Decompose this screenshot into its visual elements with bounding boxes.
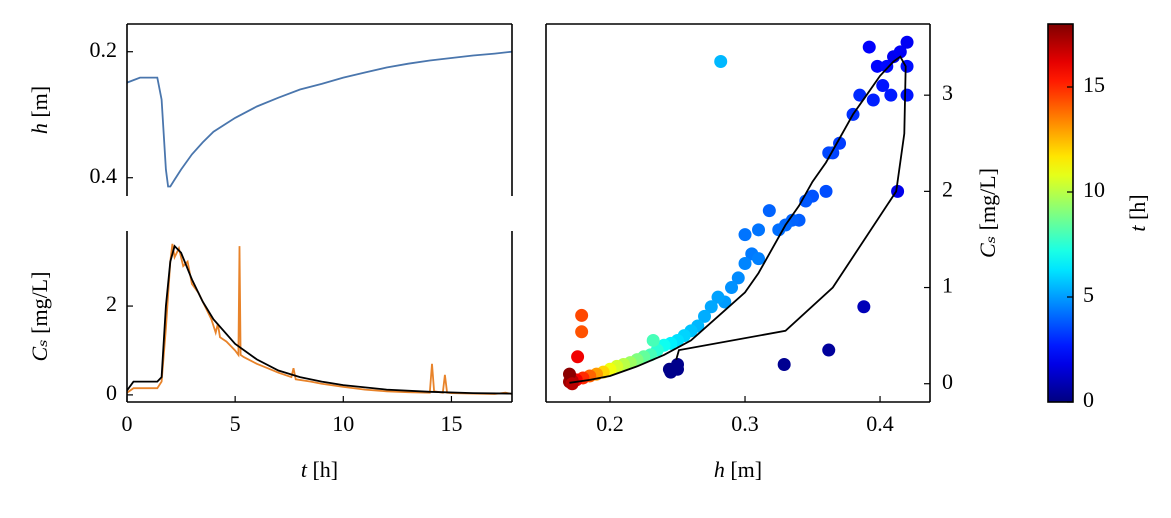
scatter-point bbox=[738, 256, 752, 270]
y-tick-label: 0 bbox=[106, 380, 117, 405]
scatter-point bbox=[833, 136, 847, 150]
y-tick-label: 3 bbox=[942, 80, 953, 105]
scatter-point bbox=[704, 300, 718, 314]
line bbox=[127, 50, 512, 188]
scatter-point bbox=[876, 79, 890, 93]
scatter-point bbox=[575, 325, 589, 339]
colorbar-tick-label: 15 bbox=[1083, 72, 1105, 97]
scatter-point bbox=[870, 59, 884, 73]
scatter-point bbox=[575, 308, 589, 322]
scatter-point bbox=[762, 204, 776, 218]
scatter-point bbox=[862, 40, 876, 54]
line bbox=[127, 243, 512, 395]
scatter-point bbox=[880, 59, 894, 73]
scatter-point bbox=[731, 271, 745, 285]
scatter-point bbox=[646, 333, 660, 347]
y-axis-label: Cₛ [mg/L] bbox=[27, 272, 52, 362]
scatter-point bbox=[752, 223, 766, 237]
y-axis-label: h [m] bbox=[27, 86, 52, 134]
scatter-point bbox=[714, 55, 728, 69]
scatter-point bbox=[900, 35, 914, 49]
x-tick-label: 0.2 bbox=[596, 411, 624, 436]
x-axis-label: t [h] bbox=[301, 457, 338, 482]
x-tick-label: 5 bbox=[230, 411, 241, 436]
panel: 0.2 0.4 h [m] bbox=[27, 23, 513, 196]
y-tick-label: 2 bbox=[106, 291, 117, 316]
line bbox=[127, 244, 512, 395]
scatter-point bbox=[772, 223, 786, 237]
scatter-point bbox=[822, 146, 836, 160]
x-tick-label: 0.3 bbox=[731, 411, 759, 436]
colorbar-label: t [h] bbox=[1125, 194, 1150, 231]
x-tick-label: 15 bbox=[440, 411, 462, 436]
scatter-point bbox=[725, 281, 739, 295]
colorbar-tick-label: 10 bbox=[1083, 177, 1105, 202]
panel: 0 2 0 5 10 15 t [h] Cₛ [mg/L] bbox=[27, 231, 513, 482]
scatter-point bbox=[822, 343, 836, 357]
y-axis-label: Cₛ [mg/L] bbox=[975, 168, 1000, 258]
scatter-point bbox=[866, 93, 880, 107]
scatter-point bbox=[711, 290, 725, 304]
y-tick-label: 0.2 bbox=[90, 37, 118, 62]
x-tick-label: 0.4 bbox=[866, 411, 894, 436]
scatter-point bbox=[884, 88, 898, 102]
scatter-point bbox=[857, 300, 871, 314]
scatter-point bbox=[671, 357, 685, 371]
scatter-point bbox=[819, 184, 833, 198]
colorbar-tick-label: 0 bbox=[1083, 387, 1094, 412]
y-tick-label: 2 bbox=[942, 176, 953, 201]
y-tick-label: 1 bbox=[942, 273, 953, 298]
scatter-point bbox=[893, 45, 907, 59]
x-axis-label: h [m] bbox=[714, 457, 762, 482]
colorbar-tick-label: 5 bbox=[1083, 282, 1094, 307]
x-tick-label: 10 bbox=[332, 411, 354, 436]
scatter-point bbox=[571, 350, 585, 364]
line bbox=[569, 55, 907, 384]
scatter-point bbox=[565, 377, 579, 391]
scatter-point bbox=[738, 228, 752, 242]
panel: 0 1 2 3 0.2 0.3 0.4 h [m] Cₛ [mg/L] 0 5 10 15 t [h] bbox=[545, 23, 1150, 482]
y-tick-label: 0 bbox=[942, 369, 953, 394]
scatter-point bbox=[853, 88, 867, 102]
scatter-point bbox=[777, 357, 791, 371]
scatter-point bbox=[900, 88, 914, 102]
colorbar bbox=[1047, 23, 1074, 403]
y-tick-label: 0.4 bbox=[90, 163, 118, 188]
scatter-point bbox=[752, 252, 766, 266]
scatter-point bbox=[698, 309, 712, 323]
x-tick-label: 0 bbox=[122, 411, 133, 436]
